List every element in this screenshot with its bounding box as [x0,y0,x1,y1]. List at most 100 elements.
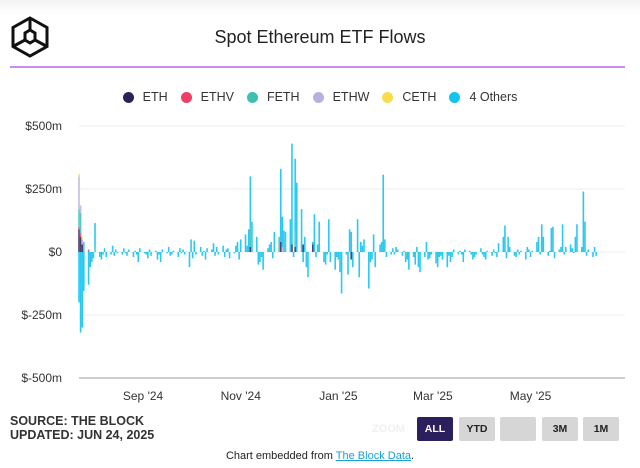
bar-4-others [211,249,213,252]
bar-4-others [300,209,303,252]
bar-4-others [571,248,573,252]
bar-4-others [350,231,353,252]
bar-4-others [313,214,316,252]
bar-ethw [81,239,84,245]
bar-4-others [403,250,405,252]
bar-4-others [281,216,284,247]
legend: ETH ETHV FETH ETHW CETH 4 Others [0,90,640,104]
bar-4-others [595,252,597,256]
bar-4-others [561,224,564,252]
bar-4-others [324,252,327,265]
range-button-3m[interactable]: 3M [542,417,578,441]
bar-4-others [127,249,130,252]
bar-4-others [548,250,551,252]
bar-4-others [91,252,93,263]
bar-4-others [449,252,452,263]
header-divider [10,66,625,68]
bar-4-others [302,252,304,263]
bar-4-others [401,252,404,256]
bar-4-others [384,239,386,250]
y-tick-label: $250m [25,182,62,196]
bar-4-others [395,246,397,252]
bar-4-others [462,252,465,263]
range-button-ytd[interactable]: YTD [459,417,495,441]
bar-ceth [78,173,80,177]
bar-feth [294,231,296,247]
bar-4-others [190,239,192,252]
bar-4-others [582,191,585,252]
bar-4-others [156,252,159,260]
bar-4-others [206,248,208,252]
bar-4-others [271,252,274,259]
legend-label: ETH [142,90,168,104]
bar-4-others [182,249,184,252]
bar-4-others [215,246,218,252]
bar-4-others [188,252,191,268]
bar-4-others [345,252,348,255]
legend-item-ethv[interactable]: ETHV [180,90,234,104]
bar-4-others [393,252,396,255]
bar-4-others [225,249,228,252]
bar-4-others [435,252,437,264]
range-button-all[interactable]: ALL [417,417,453,441]
bar-ethw [281,246,284,252]
bar-4-others [475,252,477,255]
x-tick-label: Jan '25 [319,389,358,403]
bar-4-others [147,252,149,259]
y-tick-label: $0 [48,245,62,259]
bar-4-others [497,243,500,252]
bar-4-others [255,236,258,252]
bar-4-others [161,249,164,252]
y-tick-label: $-250m [21,308,62,322]
bar-4-others [113,252,116,256]
bar-4-others [199,246,202,252]
bar-4-others [283,230,285,252]
bar-4-others [531,250,533,252]
bar-4-others [236,241,239,252]
bar-4-others [294,158,296,232]
bar-4-others [247,229,250,252]
legend-item-ceth[interactable]: CETH [382,90,436,104]
bar-4-others [537,236,540,252]
range-button-1m[interactable]: 1M [583,417,619,441]
bar-4-others [193,240,196,252]
bar-4-others [116,252,119,254]
bar-4-others [315,252,317,258]
range-button-blank[interactable] [500,417,536,441]
bar-eth [78,229,80,252]
legend-item-eth[interactable]: ETH [122,90,168,104]
bar-4-others [159,252,162,263]
embed-prefix: Chart embedded from [225,450,336,462]
embed-suffix: . [411,450,415,462]
bar-4-others [335,252,338,258]
bar-4-others [217,252,220,255]
bar-4-others [81,252,84,328]
bar-4-others [542,236,545,252]
x-tick-label: May '25 [509,389,552,403]
bar-eth [311,244,314,252]
bar-4-others [428,252,431,259]
bar-feth [249,226,252,247]
legend-item-others[interactable]: 4 Others [449,90,517,104]
bar-ethv [87,249,90,252]
bar-4-others [251,221,253,252]
bar-4-others [550,228,553,252]
bar-4-others [585,252,588,256]
bar-4-others [576,224,578,252]
bar-4-others [491,252,493,256]
bar-4-others [327,219,330,252]
legend-dot-icon [180,91,192,103]
bar-4-others [257,252,260,265]
bar-4-others [121,252,124,255]
bar-4-others [513,252,516,256]
bar-4-others [484,252,487,260]
bar-4-others [279,168,282,242]
x-tick-label: Sep '24 [122,389,164,403]
bar-4-others [201,252,204,256]
embed-note: Chart embedded from The Block Data. [0,450,640,462]
legend-item-feth[interactable]: FETH [246,90,300,104]
bar-ethw [79,205,82,213]
bar-4-others [424,252,426,258]
legend-item-ethw[interactable]: ETHW [312,90,369,104]
the-block-data-link[interactable]: The Block Data [335,450,411,462]
